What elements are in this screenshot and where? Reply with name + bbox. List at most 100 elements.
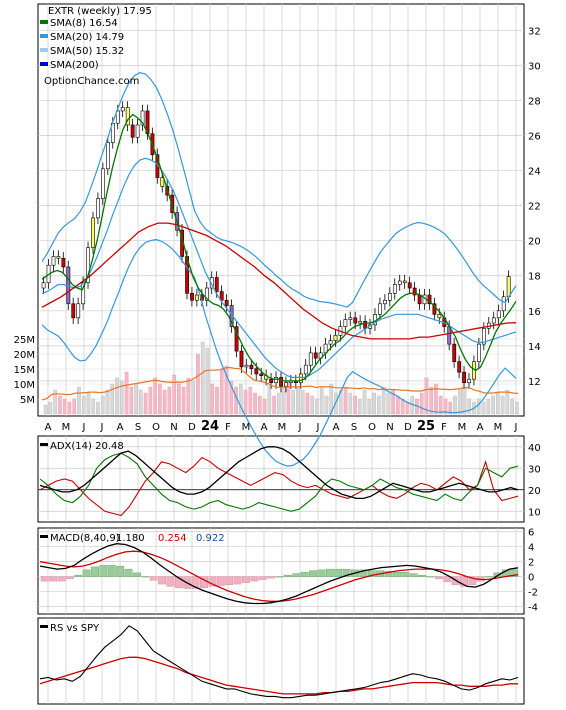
price-candle — [412, 287, 417, 296]
volume-bar — [115, 377, 119, 415]
price-candle — [106, 142, 110, 170]
month-label: S — [135, 422, 141, 433]
price-candle — [254, 368, 259, 375]
price-candle — [328, 340, 333, 345]
volume-bar — [243, 389, 248, 415]
volume-bars — [43, 341, 519, 415]
volume-bar — [43, 404, 48, 415]
price-candle — [397, 280, 402, 285]
volume-bar — [505, 389, 510, 415]
macd-histogram-bar — [393, 571, 401, 577]
month-label: M — [494, 422, 503, 433]
volume-bar — [396, 395, 400, 415]
price-candle — [91, 217, 95, 248]
macd-histogram-bar — [485, 576, 494, 578]
volume-bar — [158, 383, 162, 415]
minus-di-line — [39, 456, 519, 517]
volume-bar — [467, 398, 472, 415]
legend-swatch-sma8 — [40, 20, 48, 24]
month-label: O — [152, 422, 160, 433]
volume-bar — [81, 395, 86, 415]
price-tick-label: 26 — [528, 131, 541, 142]
price-panel-frame — [37, 3, 525, 417]
price-tick-label: 22 — [528, 202, 541, 213]
volume-bar — [153, 377, 157, 415]
month-label: J — [316, 422, 320, 433]
price-candle — [378, 303, 382, 315]
macd-histogram-bar — [317, 569, 326, 577]
panel-tick-label: 20 — [528, 486, 541, 497]
month-label: 24 — [201, 419, 219, 434]
price-candle — [462, 371, 467, 383]
legend: EXTR (weekly) 17.95 SMA(8) 16.54 SMA(20)… — [40, 6, 152, 87]
volume-bar — [281, 386, 286, 415]
rs-panel-frame — [37, 617, 525, 705]
volume-bar — [200, 341, 205, 415]
rs-legend-swatch — [40, 625, 48, 628]
month-labels: A M J J A S O N D 24 F M A M J J A S O N D 25 F M A M J — [45, 419, 518, 434]
volume-bar — [262, 398, 267, 415]
volume-bar — [143, 392, 148, 415]
price-candle — [343, 319, 348, 327]
volume-bar — [53, 389, 57, 415]
volume-bar — [67, 401, 72, 415]
volume-bar — [253, 392, 257, 415]
price-candle — [56, 256, 61, 259]
price-candle — [477, 343, 481, 362]
month-label: N — [170, 422, 177, 433]
price-candle — [363, 321, 368, 329]
price-candle — [41, 282, 46, 289]
month-label: M — [278, 422, 287, 433]
macd-legend-swatch — [40, 535, 48, 538]
month-label: D — [188, 422, 196, 433]
volume-bar — [191, 380, 196, 415]
price-candle — [274, 377, 279, 383]
volume-bar — [196, 353, 200, 415]
panel-tick-label: -2 — [528, 588, 538, 599]
macd-histogram-bar — [258, 576, 267, 580]
volume-bar — [119, 380, 124, 415]
month-label: J — [514, 422, 518, 433]
price-candle — [506, 276, 511, 298]
macd-histogram-bar — [208, 576, 217, 587]
month-label: J — [82, 422, 86, 433]
adx-panel-frame — [37, 435, 525, 523]
volume-bar — [381, 386, 386, 415]
price-candle — [224, 299, 229, 306]
macd-histogram-bar — [166, 576, 175, 587]
legend-swatch-sma200 — [40, 62, 48, 66]
price-candle — [432, 303, 437, 315]
rs-line — [39, 625, 519, 699]
price-candle — [303, 364, 308, 375]
price-candle — [71, 303, 76, 319]
price-candle — [388, 292, 392, 301]
panel-tick-label: 4 — [528, 543, 534, 554]
volume-bar — [58, 395, 62, 415]
price-candle — [348, 317, 353, 320]
price-candle — [491, 317, 496, 324]
macd-histogram-bar — [342, 568, 351, 577]
axis-labels: 12141618202224262830325M10M15M20M25M1020… — [14, 26, 541, 613]
volume-bar — [277, 392, 281, 415]
macd-histogram-bar — [141, 576, 150, 578]
macd-histogram-bar — [107, 565, 116, 577]
macd-histogram-bar — [74, 574, 83, 577]
macd-histogram-bar — [133, 572, 141, 577]
price-candle — [353, 317, 358, 324]
volume-bar — [186, 377, 191, 415]
volume-bar — [367, 398, 372, 415]
macd-histogram-bar — [82, 569, 91, 577]
volume-bar — [181, 386, 186, 415]
macd-histogram-bar — [174, 576, 183, 589]
volume-bar — [162, 389, 167, 415]
volume-bar — [372, 392, 376, 415]
price-candle — [259, 373, 264, 376]
price-tick-label: 32 — [528, 26, 541, 37]
panel-tick-label: 10 — [528, 507, 541, 518]
panel-tick-label: 40 — [528, 443, 541, 454]
volume-bar — [405, 401, 410, 415]
legend-swatch-sma20 — [40, 34, 48, 38]
volume-bar — [515, 401, 519, 415]
macd-histogram-bar — [325, 568, 334, 577]
macd-histogram-bar — [426, 576, 435, 578]
